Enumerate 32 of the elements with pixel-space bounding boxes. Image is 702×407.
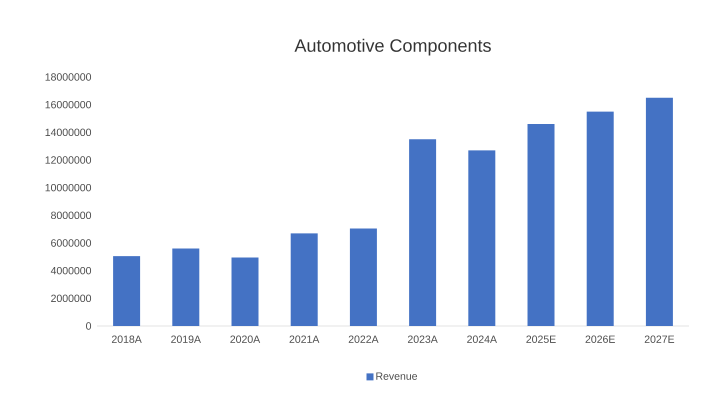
bar — [290, 233, 318, 326]
y-tick-label: 16000000 — [46, 100, 92, 108]
x-tick-label: 2025E — [526, 336, 556, 343]
y-tick-label: 4000000 — [50, 266, 92, 274]
y-tick-label: 0 — [86, 322, 92, 330]
bar — [409, 139, 436, 326]
bar — [468, 150, 496, 326]
bar — [586, 112, 614, 326]
legend-label: Revenue — [376, 372, 418, 380]
y-tick-label: 2000000 — [51, 294, 92, 302]
x-tick-label: 2021A — [290, 336, 320, 343]
y-tick-label: 10000000 — [46, 184, 92, 192]
y-tick-label: 18000000 — [46, 73, 92, 81]
y-tick-label: 8000000 — [51, 212, 92, 220]
x-tick-label: 2024A — [467, 336, 497, 343]
x-tick-label: 2018A — [112, 336, 142, 343]
chart-title: Automotive Components — [294, 38, 491, 56]
y-tick-label: 12000000 — [46, 156, 92, 164]
x-tick-label: 2027E — [644, 336, 674, 343]
bar — [113, 256, 140, 326]
x-tick-label: 2022A — [348, 336, 379, 343]
x-tick-label: 2026E — [586, 336, 615, 343]
bar — [528, 124, 555, 326]
bar — [646, 98, 673, 326]
bar — [172, 248, 200, 326]
y-tick-label: 6000000 — [51, 239, 92, 247]
y-tick-label: 14000000 — [46, 128, 92, 136]
bar — [350, 228, 377, 326]
x-tick-label: 2020A — [230, 336, 260, 343]
bar — [232, 258, 259, 326]
x-tick-label: 2023A — [408, 336, 438, 343]
x-tick-label: 2019A — [171, 336, 201, 343]
